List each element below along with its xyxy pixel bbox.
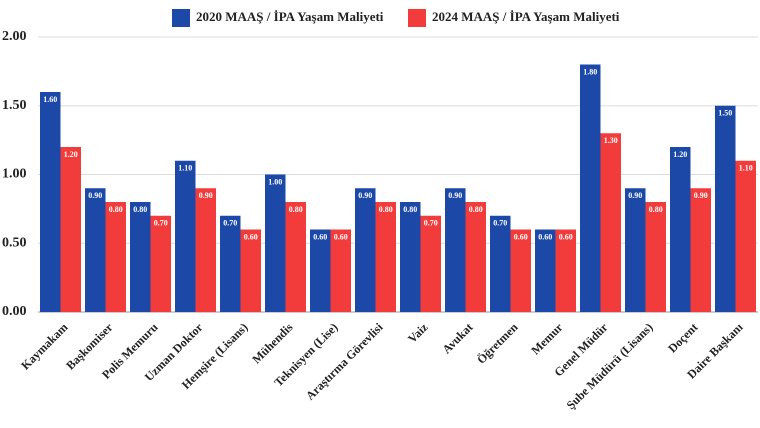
- bar: [375, 202, 396, 312]
- x-tick-label: Memur: [528, 320, 566, 358]
- value-label: 0.80: [109, 205, 123, 214]
- value-label: 0.60: [559, 232, 573, 241]
- bar: [735, 160, 756, 312]
- value-label: 1.50: [718, 109, 732, 118]
- bar: [240, 229, 261, 312]
- value-label: 0.70: [493, 219, 507, 228]
- value-label: 1.80: [583, 67, 597, 76]
- value-label: 0.70: [223, 219, 237, 228]
- value-label: 0.80: [469, 205, 483, 214]
- value-label: 0.90: [358, 191, 372, 200]
- y-tick-label: 0.00: [2, 304, 27, 319]
- bar: [330, 229, 351, 312]
- bar: [625, 188, 646, 312]
- bar: [150, 215, 171, 312]
- value-label: 0.90: [199, 191, 213, 200]
- value-label: 0.70: [424, 219, 438, 228]
- x-tick-label: Vaiz: [405, 320, 431, 346]
- value-label: 0.60: [313, 232, 327, 241]
- value-label: 0.70: [154, 219, 168, 228]
- bar: [420, 215, 441, 312]
- value-label: 0.60: [244, 232, 258, 241]
- value-label: 0.80: [289, 205, 303, 214]
- x-tick-label: Araştırma Görevlisi: [303, 320, 386, 403]
- bar: [220, 215, 241, 312]
- value-label: 0.60: [538, 232, 552, 241]
- x-tick-label: Kaymakam: [18, 320, 70, 372]
- value-label: 0.80: [379, 205, 393, 214]
- value-label: 0.90: [448, 191, 462, 200]
- bar: [355, 188, 376, 312]
- bar: [175, 160, 196, 312]
- y-tick-label: 2.00: [2, 29, 27, 44]
- bar: [670, 147, 691, 312]
- value-label: 0.90: [88, 191, 102, 200]
- bar: [400, 202, 421, 312]
- value-label: 0.90: [694, 191, 708, 200]
- x-tick-label: Avukat: [439, 320, 475, 356]
- value-label: 1.30: [604, 136, 618, 145]
- value-label: 0.90: [628, 191, 642, 200]
- x-tick-label: Öğretmen: [474, 320, 521, 367]
- value-label: 0.60: [514, 232, 528, 241]
- value-label: 0.60: [334, 232, 348, 241]
- value-label: 1.10: [739, 164, 753, 173]
- value-label: 1.20: [673, 150, 687, 159]
- value-label: 1.00: [268, 177, 282, 186]
- bar: [265, 174, 286, 312]
- bar: [130, 202, 151, 312]
- legend-swatch: [408, 9, 426, 27]
- bar: [465, 202, 486, 312]
- value-label: 1.20: [64, 150, 78, 159]
- x-tick-label: Şube Müdürü (Lisans): [564, 320, 656, 412]
- bar: [645, 202, 666, 312]
- bar: [600, 133, 621, 312]
- bar: [60, 147, 81, 312]
- value-label: 0.80: [403, 205, 417, 214]
- bar: [195, 188, 216, 312]
- bar: [40, 92, 61, 312]
- value-label: 1.10: [178, 164, 192, 173]
- legend-swatch: [172, 9, 190, 27]
- bar: [555, 229, 576, 312]
- value-label: 0.80: [649, 205, 663, 214]
- bar: [285, 202, 306, 312]
- legend-label: 2020 MAAŞ / İPA Yaşam Maliyeti: [196, 9, 384, 24]
- y-tick-label: 1.50: [2, 98, 27, 113]
- value-label: 0.80: [133, 205, 147, 214]
- bar: [510, 229, 531, 312]
- legend-label: 2024 MAAŞ / İPA Yaşam Maliyeti: [432, 9, 620, 24]
- bar: [535, 229, 556, 312]
- bar: [690, 188, 711, 312]
- y-tick-label: 0.50: [2, 235, 27, 250]
- x-tick-label: Mühendis: [249, 320, 295, 366]
- y-tick-label: 1.00: [2, 167, 27, 182]
- bar: [310, 229, 331, 312]
- value-label: 1.60: [43, 95, 57, 104]
- bar: [490, 215, 511, 312]
- x-tick-label: Doçent: [665, 320, 700, 355]
- bar: [445, 188, 466, 312]
- bar: [105, 202, 126, 312]
- bar: [85, 188, 106, 312]
- bar: [580, 64, 601, 312]
- bar: [715, 105, 736, 312]
